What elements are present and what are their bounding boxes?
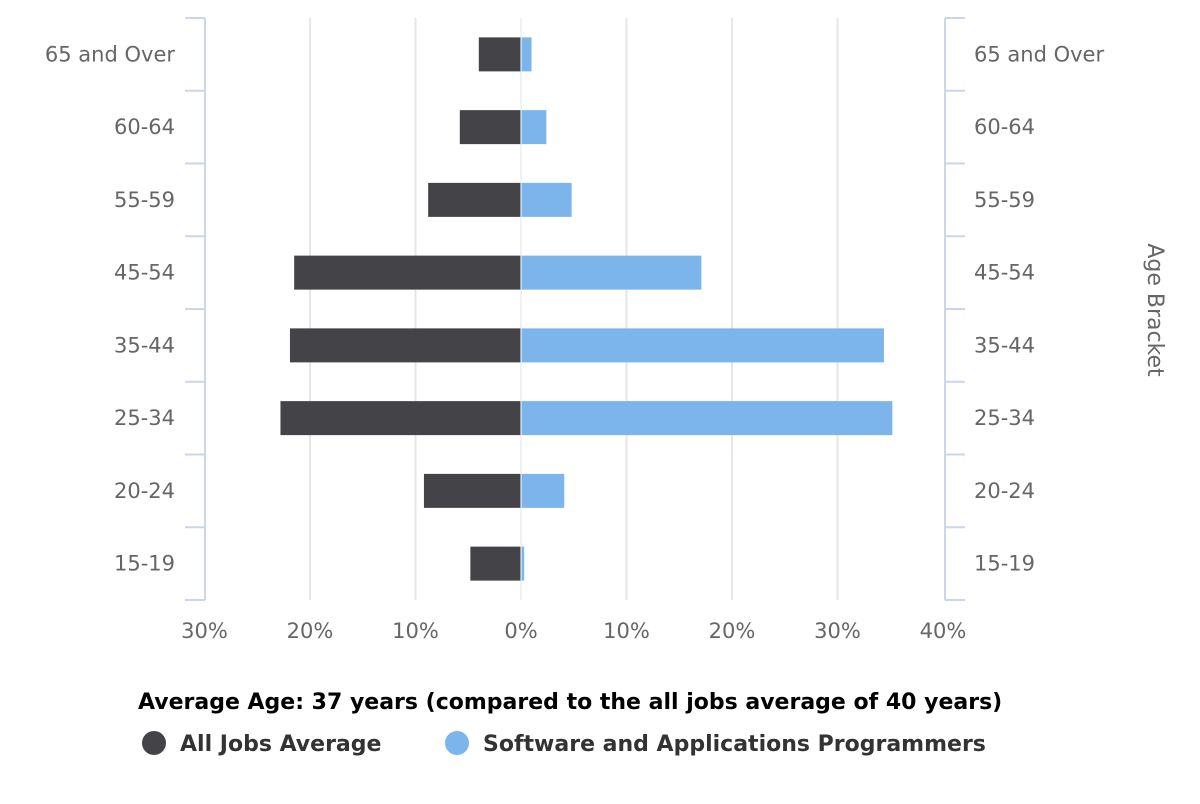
- legend-item-software-programmers[interactable]: Software and Applications Programmers: [445, 731, 986, 757]
- bar-layer: [280, 18, 893, 600]
- bar-software-programmers: [521, 473, 565, 508]
- category-label-right: 55-59: [974, 188, 1035, 212]
- bar-all-jobs: [294, 255, 521, 290]
- category-label-left: 55-59: [114, 188, 175, 212]
- legend-label-software-programmers: Software and Applications Programmers: [483, 732, 986, 757]
- x-tick-label: 30%: [181, 619, 228, 643]
- category-label-left: 15-19: [114, 552, 175, 576]
- category-label-left: 20-24: [114, 479, 175, 503]
- y-axis-title: Age Bracket: [1142, 243, 1167, 377]
- category-label-right: 45-54: [974, 261, 1035, 285]
- legend: All Jobs Average Software and Applicatio…: [142, 731, 986, 757]
- bar-software-programmers: [521, 328, 884, 363]
- x-tick-label: 40%: [920, 619, 967, 643]
- category-label-left: 60-64: [114, 115, 175, 139]
- x-tick-label: 20%: [709, 619, 756, 643]
- category-label-left: 35-44: [114, 333, 175, 357]
- x-tick-label: 10%: [392, 619, 439, 643]
- label-layer: 30% 20% 10% 0% 10% 20% 30% 40% 65 and Over 65 and…: [45, 42, 1105, 643]
- bar-all-jobs: [423, 473, 521, 508]
- category-label-right: 20-24: [974, 479, 1035, 503]
- category-label-right: 25-34: [974, 406, 1035, 430]
- legend-item-all-jobs[interactable]: All Jobs Average: [142, 731, 381, 757]
- bar-all-jobs: [289, 328, 521, 363]
- chart-caption: Average Age: 37 years (compared to the a…: [138, 690, 1002, 715]
- bar-all-jobs: [470, 546, 521, 581]
- bar-all-jobs: [428, 182, 521, 217]
- x-tick-label: 20%: [287, 619, 334, 643]
- legend-marker-software-programmers: [445, 731, 469, 755]
- legend-marker-all-jobs: [142, 731, 166, 755]
- category-label-right: 65 and Over: [974, 42, 1104, 66]
- axis-layer: [185, 17, 965, 601]
- bar-software-programmers: [521, 546, 525, 581]
- category-label-right: 60-64: [974, 115, 1035, 139]
- legend-label-all-jobs: All Jobs Average: [180, 732, 381, 757]
- category-label-right: 15-19: [974, 552, 1035, 576]
- bar-software-programmers: [521, 255, 702, 290]
- bar-all-jobs: [280, 401, 521, 436]
- category-label-right: 35-44: [974, 333, 1035, 357]
- bar-all-jobs: [459, 110, 521, 145]
- bar-all-jobs: [478, 37, 521, 72]
- grid-layer: [309, 18, 839, 600]
- category-label-left: 65 and Over: [45, 42, 175, 66]
- category-label-left: 45-54: [114, 261, 175, 285]
- x-tick-label: 10%: [603, 619, 650, 643]
- bar-software-programmers: [521, 110, 547, 145]
- bar-software-programmers: [521, 37, 532, 72]
- x-tick-label: 0%: [504, 619, 537, 643]
- bar-software-programmers: [521, 182, 572, 217]
- bar-software-programmers: [521, 401, 893, 436]
- x-tick-label: 30%: [814, 619, 861, 643]
- category-label-left: 25-34: [114, 406, 175, 430]
